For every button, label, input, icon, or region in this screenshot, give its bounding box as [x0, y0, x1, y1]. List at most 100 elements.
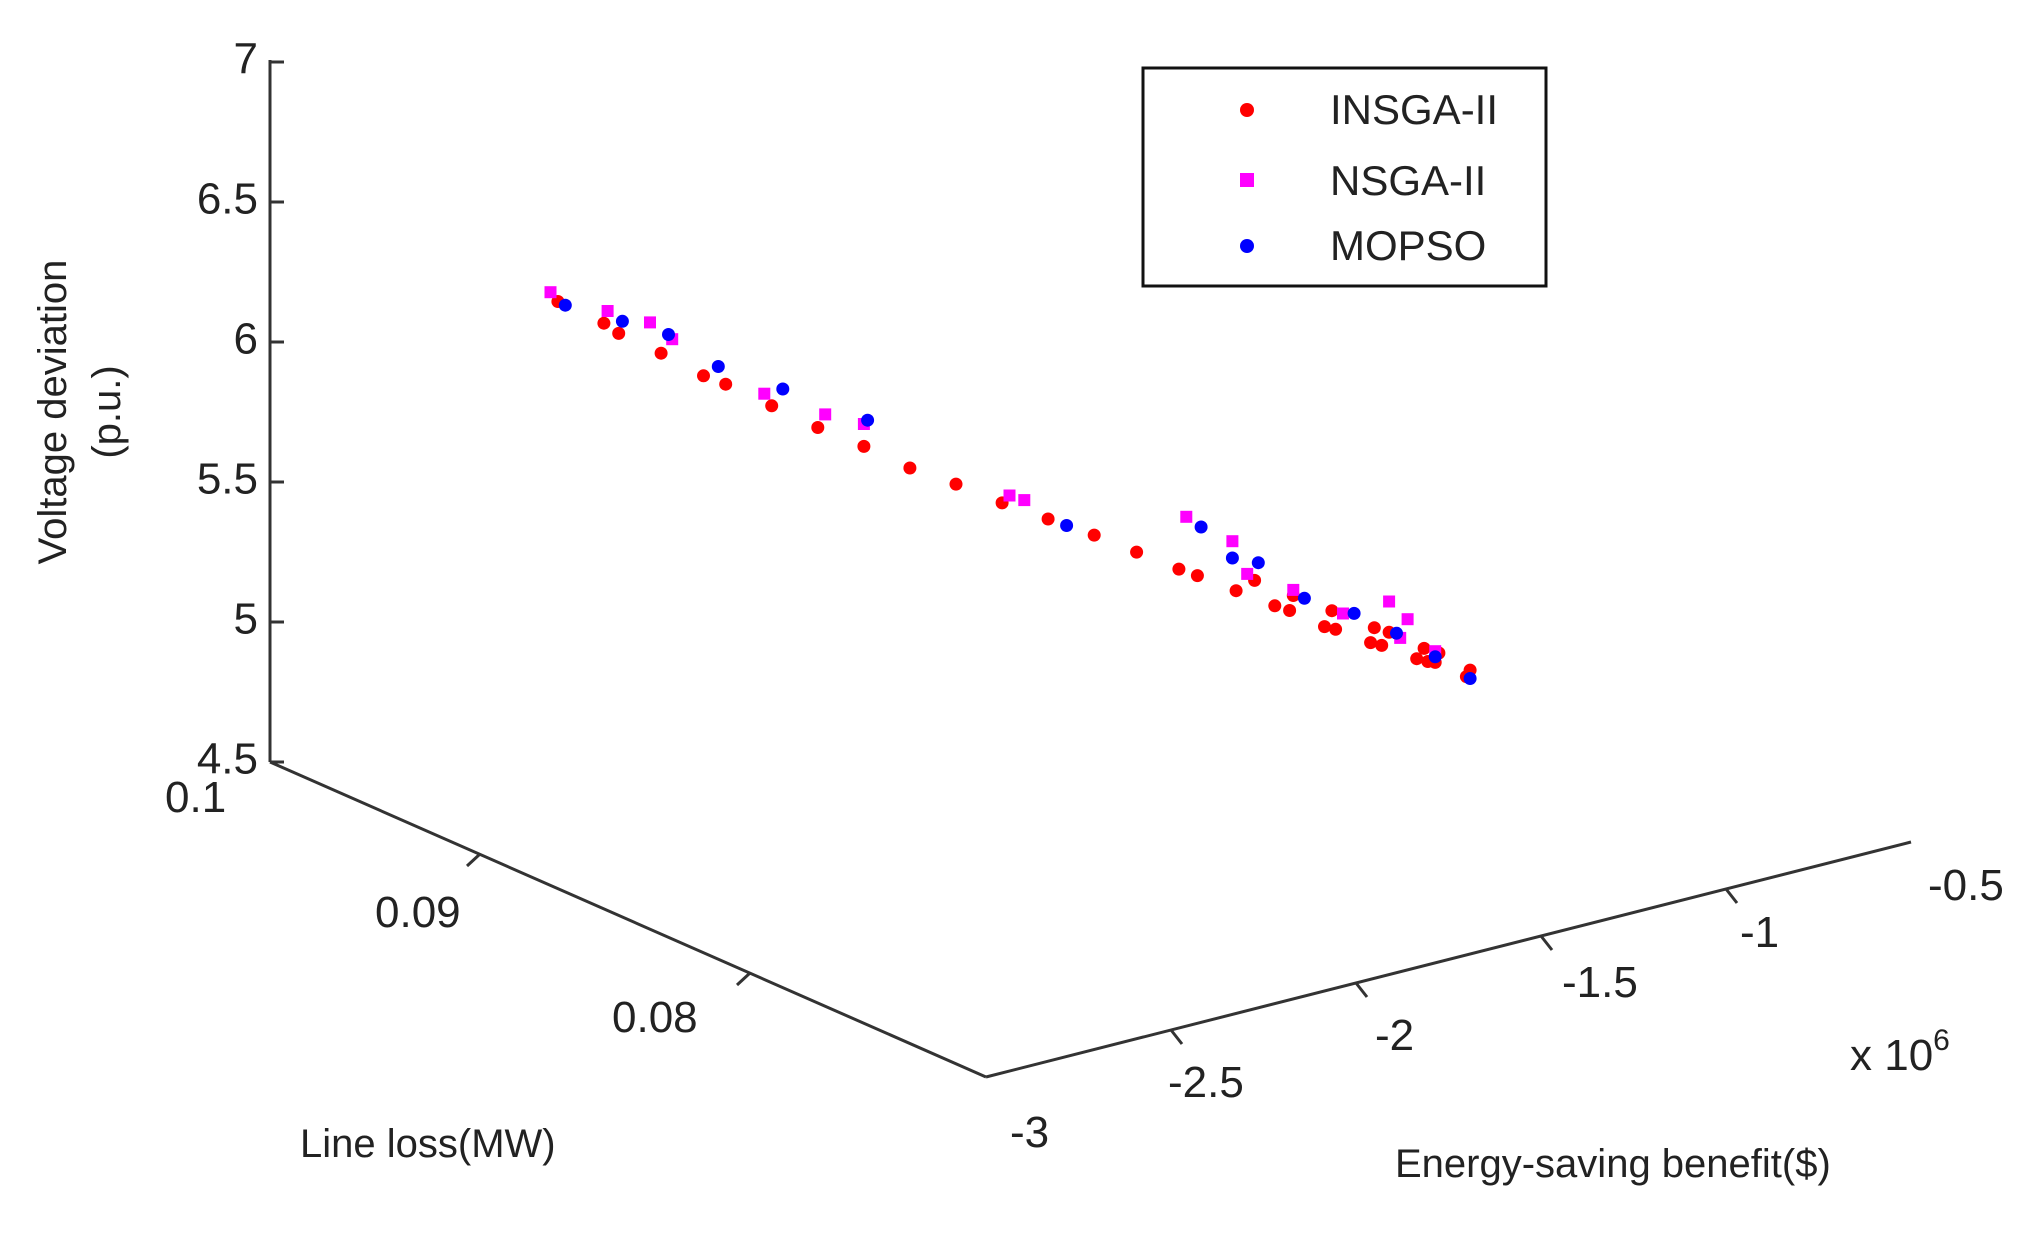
data-point	[1364, 636, 1378, 650]
legend-label-mopso: MOPSO	[1330, 222, 1486, 269]
legend-label-insga: INSGA-II	[1330, 86, 1498, 133]
y-axis-ticks: 0.1 0.09 0.08	[165, 773, 752, 1042]
legend-box	[1141, 66, 1548, 288]
z-axis-ticks: 4.5 5 5.5 6 6.5 7	[197, 35, 284, 784]
data-point	[654, 346, 668, 360]
data-point	[1194, 520, 1208, 534]
data-point	[1318, 620, 1331, 634]
data-point	[1180, 510, 1193, 523]
data-point	[758, 387, 771, 400]
legend-marker-mopso	[1240, 239, 1254, 253]
x-tick-label: -3	[1010, 1108, 1049, 1157]
data-point	[615, 314, 629, 328]
data-point	[765, 399, 779, 413]
data-point	[1283, 604, 1297, 617]
data-point	[1347, 606, 1361, 620]
x-tick-label: -1	[1740, 908, 1779, 957]
x-axis-multiplier-base: x 10	[1850, 1031, 1933, 1080]
y-tick-label: 0.09	[375, 888, 461, 937]
data-points	[544, 286, 1477, 685]
x-tick-mark	[1354, 982, 1369, 998]
series-mopso	[558, 298, 1477, 685]
data-point	[697, 369, 710, 383]
data-point	[1325, 604, 1339, 618]
data-point	[1060, 519, 1074, 532]
z-tick-label: 4.5	[197, 735, 258, 784]
data-point	[1463, 672, 1477, 685]
data-point	[861, 413, 875, 427]
data-point	[1226, 535, 1239, 548]
legend-marker-insga	[1240, 103, 1254, 117]
y-tick-mark	[465, 852, 482, 868]
data-point	[1287, 583, 1300, 596]
data-point	[1018, 494, 1031, 507]
data-point	[644, 316, 656, 329]
y-axis-title: Line loss(MW)	[300, 1122, 556, 1166]
data-point	[601, 305, 614, 317]
z-tick-label: 6	[234, 315, 258, 364]
series-nsga-ii	[544, 286, 1442, 658]
data-point	[1251, 556, 1265, 570]
data-point	[1172, 562, 1186, 576]
x-tick-label: -2	[1375, 1011, 1414, 1060]
data-point	[544, 286, 557, 299]
data-point	[597, 316, 611, 330]
data-point	[1190, 569, 1204, 583]
x-axis-title: Energy-saving benefit($)	[1395, 1142, 1831, 1186]
data-point	[1375, 638, 1389, 652]
series-insga-ii	[551, 295, 1477, 684]
data-point	[819, 408, 832, 421]
data-point	[1401, 613, 1414, 626]
data-point	[1268, 599, 1282, 613]
data-point	[1087, 528, 1101, 542]
x-tick-label: -2.5	[1168, 1058, 1244, 1107]
legend: INSGA-II NSGA-II MOPSO	[1141, 66, 1548, 288]
x-tick-mark	[1169, 1029, 1184, 1045]
z-axis-title-line2: (p.u.)	[85, 365, 129, 458]
z-axis-title-line1: Voltage deviation	[31, 260, 75, 565]
data-point	[719, 377, 733, 391]
x-tick-label: -1.5	[1562, 958, 1638, 1007]
data-point	[1003, 489, 1016, 502]
data-point	[1390, 626, 1403, 640]
data-point	[1329, 622, 1343, 636]
x-tick-mark	[1724, 888, 1739, 904]
x-axis-multiplier: x 106	[1850, 1024, 1950, 1080]
data-point	[949, 477, 963, 491]
data-point	[662, 328, 675, 341]
x-axis-line	[985, 840, 1912, 1079]
data-point	[903, 461, 917, 475]
y-tick-label: 0.1	[165, 773, 226, 822]
data-point	[1297, 591, 1311, 605]
x-tick-label: -0.5	[1928, 861, 2004, 910]
z-tick-label: 5.5	[197, 455, 258, 504]
x-axis-multiplier-exponent: 6	[1933, 1024, 1950, 1057]
data-point	[1041, 512, 1055, 526]
data-point	[1383, 595, 1396, 608]
data-point	[1410, 652, 1424, 666]
data-point	[1428, 650, 1442, 664]
y-axis-line	[269, 760, 987, 1079]
data-point	[1130, 545, 1144, 559]
data-point	[1367, 621, 1381, 635]
x-tick-mark	[1539, 935, 1554, 951]
data-point	[612, 326, 626, 340]
data-point	[558, 298, 572, 312]
z-tick-label: 6.5	[197, 175, 258, 224]
data-point	[1241, 567, 1254, 580]
y-tick-label: 0.08	[612, 993, 698, 1042]
y-tick-mark	[735, 971, 752, 987]
x-axis-ticks: -3 -2.5 -2 -1.5 -1 -0.5	[1010, 861, 2004, 1157]
z-tick-label: 5	[234, 595, 258, 644]
data-point	[1225, 551, 1239, 565]
legend-marker-nsga	[1240, 173, 1254, 187]
legend-label-nsga: NSGA-II	[1330, 157, 1486, 204]
data-point	[1337, 607, 1349, 620]
data-point	[1417, 641, 1431, 655]
data-point	[811, 421, 825, 434]
z-tick-label: 7	[234, 35, 258, 84]
data-point	[857, 439, 871, 453]
data-point	[1229, 584, 1243, 598]
data-point	[711, 360, 725, 373]
